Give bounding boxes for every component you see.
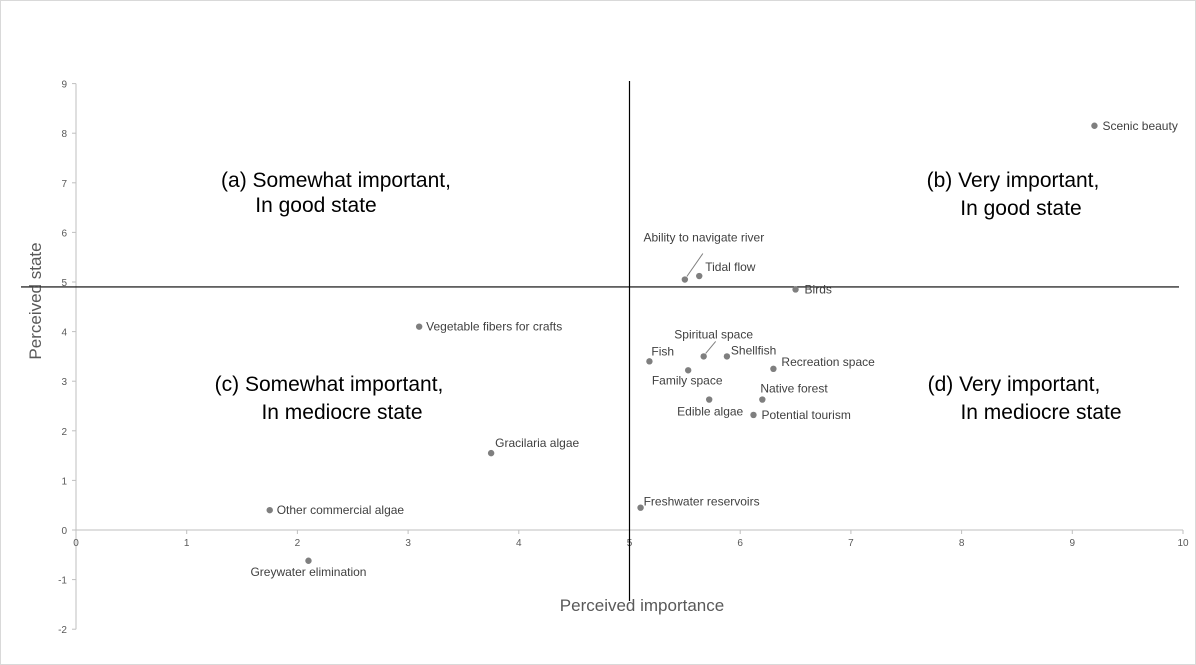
point-scenic-beauty-marker (1091, 122, 1098, 129)
quadrant-label-c: (c) Somewhat important, (215, 373, 444, 396)
point-gracilaria-algae-label: Gracilaria algae (495, 436, 579, 450)
y-axis-title: Perceived state (26, 242, 45, 359)
point-ability-to-navigate-river-marker (681, 276, 689, 283)
quadrant-labels: (a) Somewhat important,In good state(b) … (215, 169, 1122, 424)
point-gracilaria-algae-marker (487, 449, 495, 457)
point-family-space-label: Family space (652, 373, 723, 387)
y-tick-label: 3 (61, 377, 67, 388)
point-birds-label: Birds (805, 282, 832, 296)
point-spiritual-space-marker (700, 353, 707, 360)
x-tick-label: 4 (516, 538, 522, 549)
quadrant-label-a: In good state (255, 194, 376, 217)
point-other-commercial-algae-label: Other commercial algae (277, 503, 405, 517)
quadrant-label-a: (a) Somewhat important, (221, 169, 451, 192)
point-freshwater-reservoirs-marker (637, 504, 644, 511)
y-tick-label: 4 (61, 328, 67, 339)
point-shellfish-label: Shellfish (731, 343, 776, 357)
y-tick-label: -2 (58, 625, 67, 636)
point-recreation-space-label: Recreation space (781, 355, 875, 369)
point-fish-marker (646, 358, 653, 365)
point-native-forest-label: Native forest (760, 382, 828, 396)
x-tick-label: 9 (1070, 538, 1076, 549)
y-tick-label: 8 (61, 129, 67, 140)
y-tick-label: 9 (61, 80, 67, 91)
point-spiritual-space-label: Spiritual space (674, 327, 753, 341)
quadrant-label-c: In mediocre state (261, 401, 422, 424)
leader-line (705, 341, 717, 354)
x-tick-label: 0 (73, 538, 79, 549)
point-tidal-flow-marker (696, 272, 703, 280)
x-tick-label: 2 (295, 538, 301, 549)
x-tick-label: 1 (184, 538, 190, 549)
point-other-commercial-algae-marker (266, 506, 273, 514)
data-points: Scenic beauty Ability to navigate river Ti… (250, 119, 1177, 579)
quadrant-label-b: (b) Very important, (927, 169, 1100, 192)
point-edible-algae-label: Edible algae (677, 405, 743, 419)
point-greywater-elimination-label: Greywater elimination (250, 565, 366, 579)
leader-line (686, 253, 704, 277)
point-freshwater-reservoirs-label: Freshwater reservoirs (644, 495, 760, 509)
x-tick-label: 7 (848, 538, 854, 549)
point-potential-tourism-marker (750, 411, 757, 419)
point-ability-to-navigate-river-label: Ability to navigate river (643, 231, 764, 245)
y-tick-label: 1 (61, 476, 67, 487)
y-tick-label: 7 (61, 179, 67, 190)
point-birds-marker (792, 286, 799, 293)
y-tick-label: 2 (61, 427, 67, 438)
quadrant-label-d: (d) Very important, (928, 373, 1101, 396)
quadrant-label-d: In mediocre state (960, 401, 1121, 424)
point-family-space-marker (684, 367, 692, 374)
point-vegetable-fibers-for-crafts-marker (415, 323, 423, 330)
point-scenic-beauty-label: Scenic beauty (1102, 119, 1177, 133)
y-tick-label: 0 (61, 526, 67, 537)
x-tick-label: 3 (405, 538, 411, 549)
point-greywater-elimination-marker (305, 557, 312, 564)
point-shellfish-marker (723, 353, 731, 360)
y-tick-label: -1 (58, 576, 67, 587)
y-tick-label: 6 (61, 228, 67, 239)
x-tick-label: 6 (737, 538, 743, 549)
quadrant-label-b: In good state (960, 197, 1081, 220)
x-axis-title: Perceived importance (560, 596, 724, 615)
point-tidal-flow-label: Tidal flow (705, 260, 756, 274)
point-edible-algae-marker (706, 396, 713, 403)
point-vegetable-fibers-for-crafts-label: Vegetable fibers for crafts (426, 320, 562, 334)
point-native-forest-marker (759, 396, 766, 403)
point-potential-tourism-label: Potential tourism (761, 408, 850, 422)
y-tick-label: 5 (61, 278, 67, 289)
x-tick-label: 8 (959, 538, 965, 549)
point-fish-label: Fish (651, 344, 674, 358)
x-tick-label: 10 (1177, 538, 1189, 549)
point-recreation-space-marker (770, 365, 777, 372)
